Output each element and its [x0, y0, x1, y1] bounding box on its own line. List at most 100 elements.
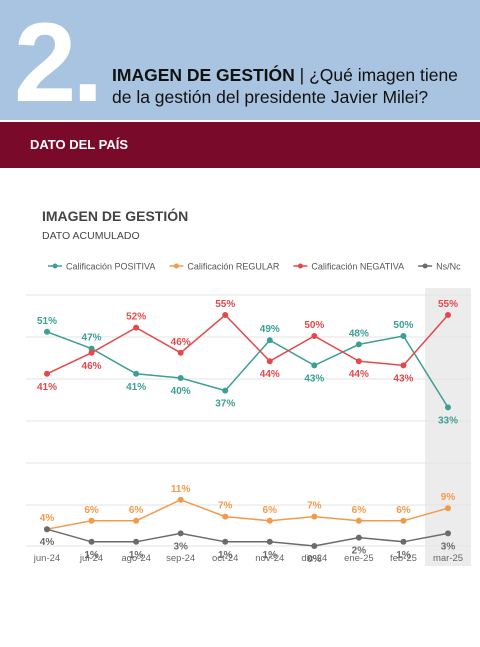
point	[266, 517, 273, 524]
value-label: 4%	[40, 513, 55, 524]
legend-label: Calificación POSITIVA	[66, 262, 155, 272]
value-label: 46%	[82, 361, 102, 372]
point	[44, 370, 50, 377]
legend-dot	[52, 263, 58, 269]
title-line2: de la gestión del presidente Javier Mile…	[112, 87, 429, 107]
point	[311, 362, 318, 369]
point	[88, 538, 95, 545]
series-line	[46, 331, 449, 408]
value-label: 11%	[171, 484, 191, 495]
chart-subtitle: DATO ACUMULADO	[42, 230, 140, 242]
point	[44, 526, 50, 533]
value-label: 1%	[218, 550, 233, 561]
x-tick-label: oct-24	[212, 553, 238, 564]
x-tick-label: jul-24	[79, 553, 103, 564]
value-label: 48%	[349, 328, 369, 339]
highlight	[425, 288, 471, 566]
value-label: 55%	[438, 299, 458, 310]
point	[400, 333, 407, 339]
value-label: 1%	[263, 550, 278, 561]
value-label: 50%	[393, 320, 413, 331]
point	[445, 530, 451, 537]
point	[355, 517, 362, 524]
x-tick-label: sep-24	[166, 553, 195, 564]
point	[177, 496, 184, 503]
band: DATO DEL PAÍS	[0, 122, 480, 168]
x-tick-label: dic-24	[301, 553, 327, 564]
section-number: 2.	[14, 0, 103, 125]
value-label: 41%	[126, 382, 146, 393]
title-line1: | ¿Qué imagen tiene	[299, 65, 458, 85]
series-line	[46, 528, 449, 547]
value-label: 1%	[396, 550, 411, 561]
value-label: 6%	[396, 505, 411, 516]
point	[222, 513, 229, 520]
point	[445, 404, 451, 411]
x-tick-label: mar-25	[433, 553, 463, 564]
value-label: 50%	[304, 320, 324, 331]
point	[266, 538, 273, 545]
point	[133, 324, 140, 331]
point	[133, 370, 140, 377]
series-line	[46, 313, 449, 375]
value-label: 44%	[260, 369, 280, 380]
point	[355, 534, 362, 541]
value-label: 1%	[84, 550, 99, 561]
point	[177, 530, 184, 537]
legend-dot	[422, 263, 428, 269]
value-label: 6%	[352, 505, 367, 516]
legend-dot	[173, 263, 179, 269]
header: 2. IMAGEN DE GESTIÓN | ¿Qué imagen tiene…	[0, 0, 480, 120]
point	[355, 358, 362, 365]
point	[88, 349, 95, 356]
legend-label: Ns/Nc	[436, 262, 461, 272]
band-title: DATO DEL PAÍS	[30, 137, 128, 152]
point	[400, 517, 407, 524]
point	[88, 517, 95, 524]
point	[133, 538, 140, 545]
value-label: 6%	[129, 505, 144, 516]
point	[133, 517, 140, 524]
legend-dot	[297, 263, 303, 269]
point	[311, 543, 318, 549]
point	[266, 337, 273, 344]
point	[400, 538, 407, 545]
value-label: 43%	[393, 373, 413, 384]
value-label: 9%	[441, 492, 456, 503]
value-label: 6%	[84, 505, 99, 516]
value-label: 47%	[82, 333, 102, 344]
value-label: 33%	[438, 415, 458, 426]
value-label: 41%	[37, 382, 57, 393]
x-tick-label: ago-24	[121, 553, 151, 564]
x-tick-label: ene-25	[344, 553, 374, 564]
value-label: 0%	[307, 554, 322, 565]
x-tick-label: nov-24	[255, 553, 284, 564]
x-tick-label: feb-25	[390, 553, 417, 564]
value-label: 43%	[304, 373, 324, 384]
title-bold: IMAGEN DE GESTIÓN	[112, 65, 295, 85]
point	[44, 328, 50, 335]
x-tick-label: jun-24	[33, 553, 60, 564]
point	[445, 505, 451, 512]
point	[266, 358, 273, 365]
value-label: 7%	[307, 501, 322, 512]
value-label: 52%	[126, 312, 146, 323]
point	[355, 341, 362, 348]
value-label: 51%	[37, 316, 57, 327]
value-label: 55%	[215, 299, 235, 310]
header-title: IMAGEN DE GESTIÓN | ¿Qué imagen tiene de …	[112, 64, 458, 108]
series-line	[46, 498, 449, 530]
value-label: 1%	[129, 550, 144, 561]
point	[222, 312, 229, 318]
value-label: 40%	[171, 386, 191, 397]
value-label: 46%	[171, 337, 191, 348]
value-label: 4%	[40, 537, 55, 548]
value-label: 49%	[260, 324, 280, 335]
point	[400, 362, 407, 369]
value-label: 7%	[218, 501, 233, 512]
point	[177, 349, 184, 356]
value-label: 44%	[349, 369, 369, 380]
value-label: 3%	[173, 541, 188, 552]
